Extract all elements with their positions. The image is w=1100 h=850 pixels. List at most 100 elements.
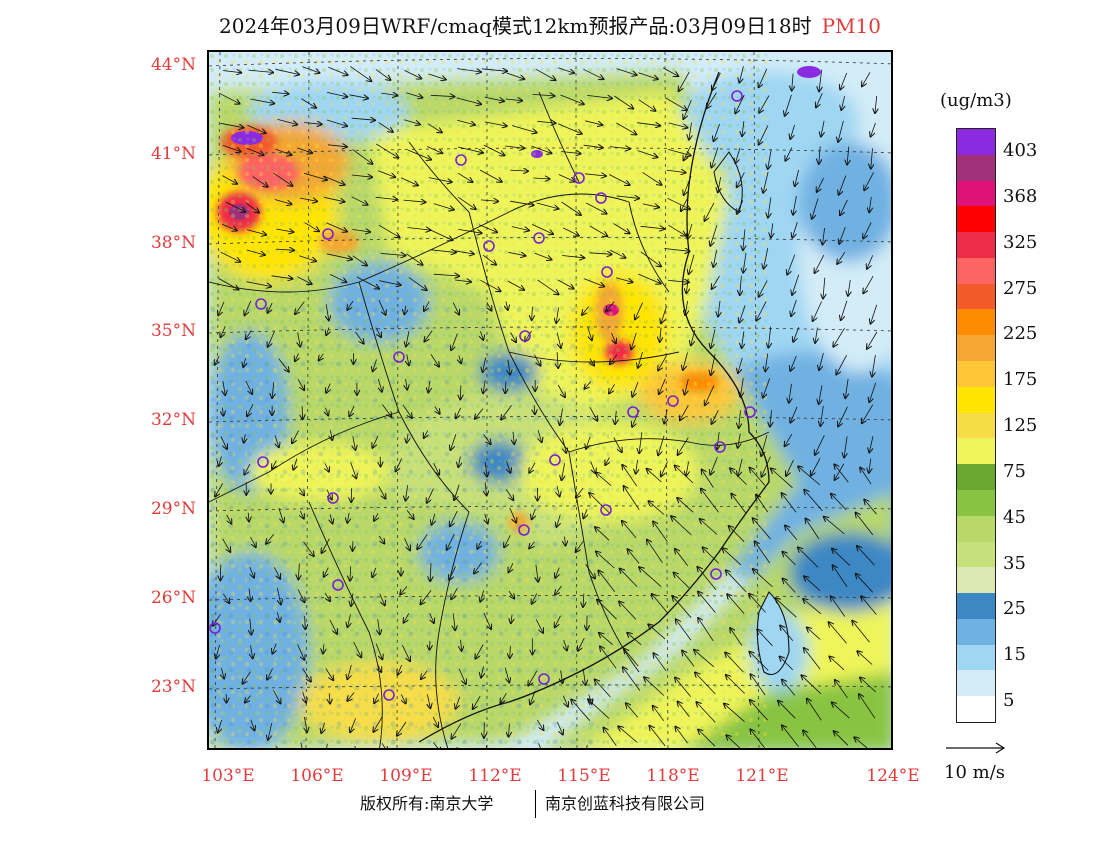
- wind-arrow: [831, 596, 846, 617]
- wind-arrow: [636, 459, 638, 474]
- wind-arrow: [664, 249, 689, 252]
- wind-arrow: [484, 121, 507, 126]
- wind-arrow: [404, 538, 411, 550]
- wind-arrow: [246, 229, 266, 235]
- wind-arrow: [297, 379, 304, 390]
- wind-arrow: [481, 666, 484, 678]
- wind-arrow: [619, 602, 637, 620]
- wind-arrow: [532, 306, 533, 320]
- wind-arrow: [703, 548, 719, 564]
- wind-arrow: [584, 278, 604, 287]
- wind-arrow: [352, 229, 370, 232]
- wind-arrow: [804, 490, 823, 512]
- wind-arrow: [246, 281, 272, 287]
- wind-arrow: [683, 99, 692, 119]
- wind-arrow: [500, 692, 507, 703]
- wind-arrow: [218, 301, 225, 315]
- wind-arrow: [532, 508, 536, 519]
- wind-arrow: [664, 97, 687, 111]
- wind-arrow: [847, 146, 849, 165]
- wind-arrow: [507, 280, 524, 290]
- wind-arrow: [576, 541, 584, 552]
- wind-arrow: [297, 644, 305, 659]
- wind-arrow: [381, 743, 387, 748]
- wind-arrow: [793, 195, 797, 215]
- city-marker: [327, 492, 339, 504]
- wind-arrow: [689, 122, 692, 140]
- wind-arrow: [557, 332, 561, 348]
- wind-arrow: [430, 95, 455, 96]
- wind-arrow: [350, 566, 351, 580]
- wind-arrow: [330, 514, 333, 523]
- wind-arrow: [596, 473, 612, 486]
- wind-arrow: [250, 536, 256, 547]
- wind-arrow: [582, 306, 589, 315]
- wind-arrow: [738, 458, 743, 476]
- wind-arrow: [513, 431, 514, 444]
- wind-arrow: [679, 71, 690, 91]
- wind-arrow: [457, 119, 475, 125]
- coastline: [418, 71, 770, 743]
- wind-arrow: [701, 489, 719, 513]
- wind-arrow: [450, 510, 458, 526]
- wind-arrow: [782, 552, 796, 566]
- wind-arrow: [785, 147, 793, 161]
- wind-arrow: [589, 493, 610, 514]
- wind-arrow: [504, 667, 509, 683]
- wind-arrow: [483, 357, 486, 372]
- wind-arrow: [595, 527, 610, 541]
- wind-arrow: [763, 378, 771, 397]
- wind-arrow: [504, 535, 511, 547]
- legend-swatch: [957, 180, 995, 207]
- wind-arrow: [813, 301, 822, 322]
- legend-label-5: 5: [1003, 690, 1015, 711]
- city-marker: [627, 406, 639, 418]
- wind-arrow: [823, 277, 825, 299]
- wind-arrow: [832, 549, 851, 566]
- wind-arrow: [531, 145, 552, 153]
- wind-arrow: [637, 123, 660, 126]
- wind-arrow: [534, 252, 552, 259]
- wind-arrow: [382, 404, 391, 417]
- wind-arrow: [739, 66, 744, 82]
- legend-label-368: 368: [1003, 186, 1038, 207]
- wind-arrow: [451, 434, 457, 450]
- wind-arrow: [243, 358, 245, 367]
- wind-arrow: [326, 327, 329, 335]
- wind-arrow: [571, 700, 591, 721]
- legend-swatch: [957, 670, 995, 697]
- wind-arrow: [475, 644, 484, 659]
- wind-arrow: [218, 278, 239, 290]
- legend-swatch: [957, 257, 995, 285]
- wind-arrow: [533, 178, 549, 179]
- wind-arrow: [684, 145, 692, 160]
- wind-arrow: [406, 485, 408, 501]
- wind-arrow: [351, 118, 375, 120]
- wind-arrow: [557, 352, 558, 368]
- wind-arrow: [433, 203, 454, 210]
- wind-arrow: [792, 222, 798, 238]
- wind-arrow: [329, 693, 330, 703]
- wind-arrow: [457, 146, 483, 153]
- wind-arrow: [653, 653, 667, 672]
- wind-arrow: [222, 71, 241, 73]
- wind-arrow: [251, 719, 255, 731]
- wind-arrow: [717, 432, 719, 449]
- wind-arrow: [780, 657, 793, 671]
- wind-arrow: [461, 639, 462, 651]
- copyright-right: 南京创蓝科技有限公司: [545, 794, 706, 813]
- wind-arrow: [407, 149, 431, 160]
- wind-arrow: [872, 354, 876, 377]
- wind-arrow: [292, 430, 299, 444]
- wind-arrow: [326, 407, 329, 416]
- wind-arrow: [477, 540, 481, 549]
- legend-color-bar: [956, 128, 996, 723]
- wind-arrow: [815, 254, 825, 273]
- wind-arrow: [848, 279, 850, 296]
- wind-arrow: [857, 546, 875, 566]
- wind-arrow: [326, 222, 347, 232]
- wind-arrow: [326, 253, 352, 259]
- wind-arrow: [803, 731, 817, 748]
- wind-arrow: [804, 648, 821, 670]
- wind-arrow: [807, 699, 822, 721]
